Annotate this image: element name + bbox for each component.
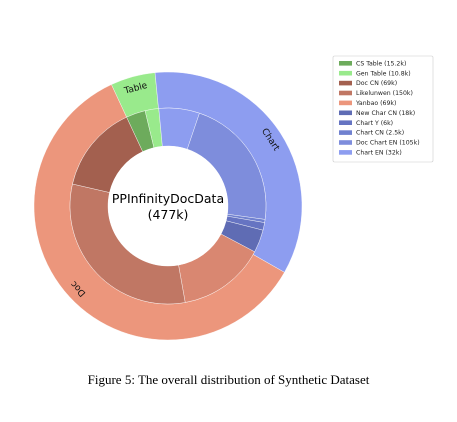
legend-label: Gen Table (10.8k) — [356, 70, 411, 77]
legend-frame — [332, 55, 434, 163]
legend-swatch — [339, 61, 352, 66]
figure-caption: Figure 5: The overall distribution of Sy… — [87, 372, 370, 387]
legend-swatch — [339, 130, 352, 135]
legend-label: CS Table (15.2k) — [356, 60, 406, 67]
legend-label: New Char CN (18k) — [356, 110, 415, 117]
legend-swatch — [339, 90, 352, 96]
center-label-title: PPInfinityDocData — [112, 191, 224, 206]
legend-label: Doc CN (69k) — [356, 80, 397, 87]
legend-swatch — [339, 100, 352, 106]
legend-label: Chart CN (2.5k) — [356, 130, 404, 137]
center-label: PPInfinityDocData (477k) — [112, 191, 224, 222]
legend-swatch — [339, 150, 352, 155]
legend-swatch — [339, 120, 352, 125]
inner-ring — [69, 107, 267, 305]
legend-label: Likelunwen (150k) — [356, 90, 413, 97]
legend-swatch — [339, 70, 352, 76]
legend-swatch — [339, 80, 352, 86]
legend-label: Doc Chart EN (105k) — [356, 140, 420, 147]
center-label-total: (477k) — [148, 207, 189, 222]
legend-swatch — [339, 110, 352, 116]
donut-hole — [108, 146, 228, 266]
legend-label: Chart EN (32k) — [356, 150, 402, 157]
legend: CS Table (15.2k) Gen Table (10.8k) Doc CN … — [332, 55, 434, 163]
legend-label: Yanbao (69k) — [355, 100, 396, 107]
legend-swatch — [339, 140, 352, 145]
legend-items: CS Table (15.2k) Gen Table (10.8k) Doc CN … — [339, 60, 420, 157]
legend-label: Chart Y (6k) — [356, 120, 393, 127]
